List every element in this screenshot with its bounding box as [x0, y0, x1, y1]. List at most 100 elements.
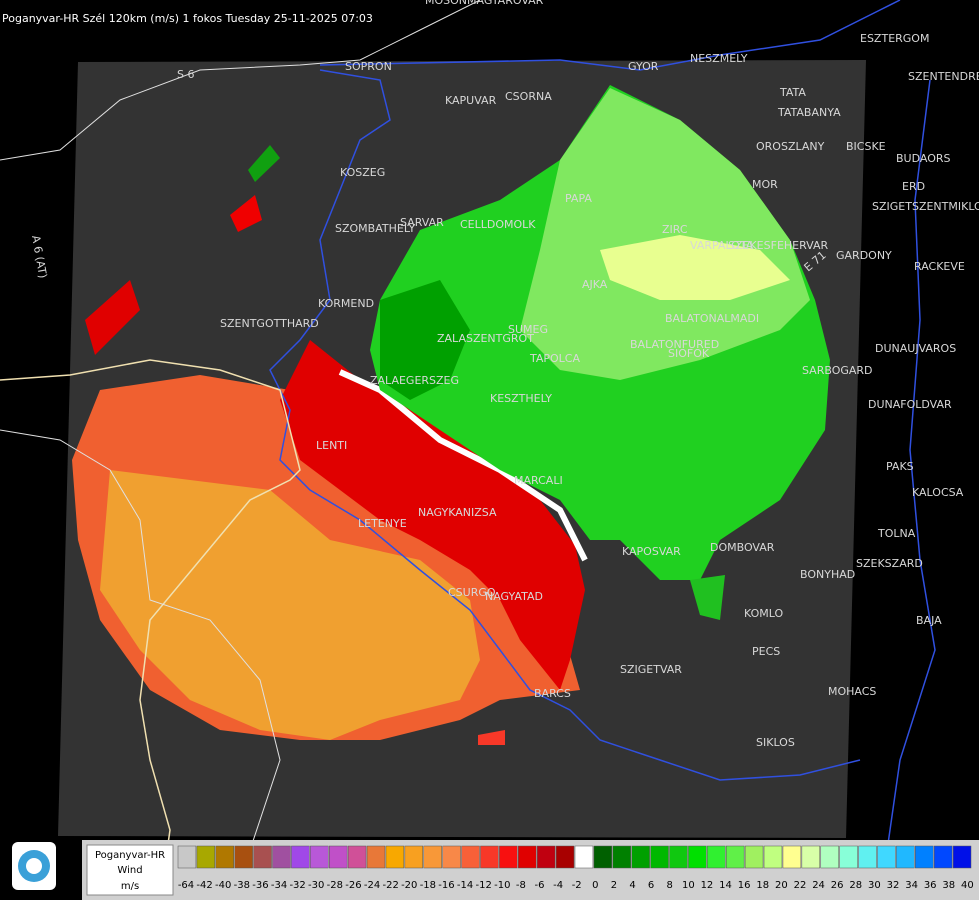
- place-label: AJKA: [582, 278, 608, 291]
- river: [879, 79, 936, 900]
- echo-red-patch: [478, 730, 505, 745]
- legend-label: -34: [271, 880, 287, 891]
- legend-label: -18: [420, 880, 436, 891]
- legend-label: 24: [812, 880, 825, 891]
- place-label: BAJA: [916, 614, 942, 627]
- legend-swatch: [480, 845, 499, 869]
- legend-label: -22: [382, 880, 398, 891]
- legend-swatch: [404, 845, 424, 869]
- legend-label: -2: [572, 880, 582, 891]
- place-label: SIOFOK: [668, 347, 710, 360]
- legend-swatch: [518, 845, 537, 869]
- place-label: SZENTENDRE: [908, 70, 979, 83]
- place-label: DUNAFOLDVAR: [868, 398, 952, 411]
- place-label: KESZTHELY: [490, 392, 552, 405]
- legend-swatch: [820, 845, 839, 869]
- legend-swatch: [763, 845, 783, 869]
- echo-green-patch: [248, 145, 280, 182]
- place-label: PAKS: [886, 460, 914, 473]
- place-label: GYOR: [628, 60, 659, 73]
- legend-swatch: [253, 845, 272, 869]
- legend-swatch: [442, 845, 461, 869]
- legend-label: 30: [868, 880, 881, 891]
- legend-label: 0: [592, 880, 598, 891]
- echo-light-green: [520, 88, 810, 380]
- place-label: RACKEVE: [914, 260, 965, 273]
- legend-swatch: [499, 845, 518, 869]
- borders: [0, 0, 936, 900]
- legend-swatch: [725, 845, 745, 869]
- legend-label: 26: [831, 880, 844, 891]
- legend-label: 18: [756, 880, 769, 891]
- map-title: Poganyvar-HR Szél 120km (m/s) 1 fokos Tu…: [2, 12, 373, 25]
- border: [269, 69, 861, 781]
- place-labels: MOSONMAGYAROVAR SOPRON KAPUVAR CSORNA GYOR NE…: [220, 0, 979, 749]
- place-label: SZIGETSZENTMIKLOS: [872, 200, 979, 213]
- place-label: MOHACS: [828, 685, 876, 698]
- border: [0, 359, 301, 900]
- legend-swatch: [385, 845, 405, 869]
- legend-label: 4: [629, 880, 635, 891]
- legend-swatch: [310, 845, 329, 869]
- place-label: BALATONALMADI: [665, 312, 759, 325]
- place-label: PECS: [752, 645, 780, 658]
- echo-orange: [100, 470, 480, 740]
- legend-label: -26: [345, 880, 361, 891]
- legend-swatch: [461, 845, 480, 869]
- place-label: BALATONFURED: [630, 338, 719, 351]
- place-label: BONYHAD: [800, 568, 855, 581]
- place-label: KAPUVAR: [445, 94, 497, 107]
- place-label: ZIRC: [662, 223, 688, 236]
- legend-label: 20: [775, 880, 788, 891]
- place-label: SZOMBATHELY: [335, 222, 415, 235]
- legend-label: 12: [701, 880, 714, 891]
- legend-swatch: [688, 845, 707, 869]
- river: [319, 0, 901, 71]
- legend-swatch: [877, 845, 896, 869]
- echo-yellow: [600, 235, 790, 300]
- legend-label: 28: [849, 880, 862, 891]
- place-label: BARCS: [534, 687, 571, 700]
- legend-swatch: [612, 845, 631, 869]
- legend-label: -6: [534, 880, 544, 891]
- echo-red-patch: [85, 280, 140, 355]
- place-label: ERD: [902, 180, 925, 193]
- legend-swatch: [782, 845, 802, 869]
- place-label: SARVAR: [400, 216, 444, 229]
- echo-red-patch: [230, 195, 262, 232]
- legend-swatch: [291, 845, 310, 869]
- place-label: SZIGETVAR: [620, 663, 682, 676]
- place-label: MARCALI: [514, 474, 563, 487]
- legend-swatch: [933, 845, 953, 869]
- legend-label: 10: [682, 880, 695, 891]
- legend-label: -40: [215, 880, 231, 891]
- legend-swatch: [536, 845, 556, 869]
- legend-swatch: [196, 845, 216, 869]
- legend-caption-box: [86, 844, 174, 896]
- place-label: MOSONMAGYAROVAR: [425, 0, 544, 7]
- echo-zero-line: [338, 369, 588, 562]
- legend-swatch: [423, 845, 442, 869]
- legend-quantity: Wind: [117, 865, 142, 876]
- legend-label: 16: [738, 880, 751, 891]
- place-label: DOMBOVAR: [710, 541, 775, 554]
- place-label: TATA: [779, 86, 806, 99]
- legend-label: -12: [476, 880, 492, 891]
- echo-green-patch: [690, 575, 725, 620]
- legend-label: -36: [252, 880, 268, 891]
- place-label: CSURGO: [448, 586, 496, 599]
- legend-label: -14: [457, 880, 473, 891]
- logo: [12, 842, 56, 890]
- place-label: ZALAEGERSZEG: [370, 374, 459, 387]
- radar-echoes: [72, 85, 830, 745]
- place-label: KAPOSVAR: [622, 545, 681, 558]
- legend-swatch: [858, 845, 877, 869]
- place-label: BUDAORS: [896, 152, 951, 165]
- place-label: KOMLO: [744, 607, 783, 620]
- place-label: NAGYATAD: [485, 590, 543, 603]
- legend-swatch: [593, 845, 613, 869]
- place-label: PAPA: [565, 192, 592, 205]
- legend-swatch: [631, 845, 650, 869]
- legend-swatch: [896, 845, 915, 869]
